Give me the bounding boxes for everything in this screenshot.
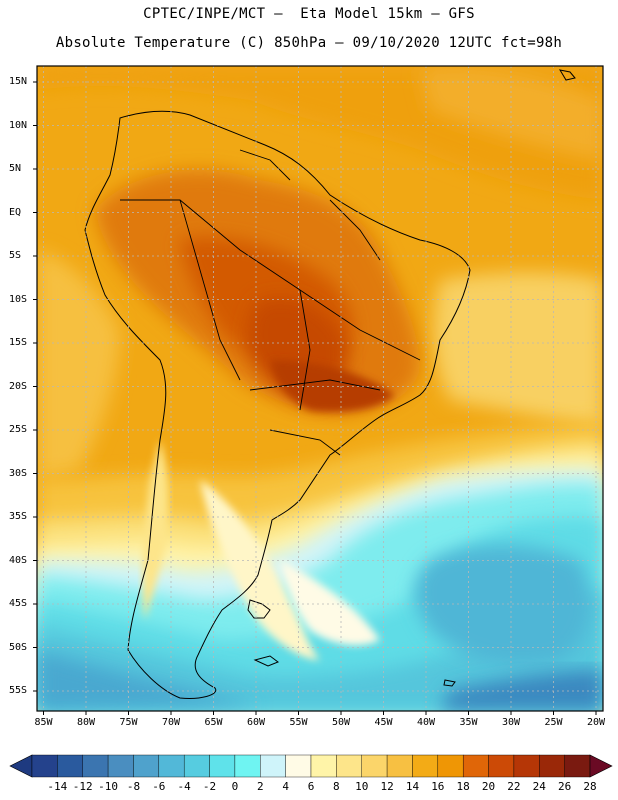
lat-label: 10N — [9, 119, 28, 131]
title-line-1: CPTEC/INPE/MCT – Eta Model 15km – GFS — [143, 6, 475, 22]
lat-label: 30S — [9, 467, 28, 479]
lat-label: 15S — [9, 337, 28, 348]
lon-label: 55W — [289, 717, 308, 728]
colorbar-label: 6 — [307, 780, 315, 793]
colorbar-swatch — [386, 754, 413, 778]
lon-label: 40W — [416, 717, 436, 728]
title-line-2: Absolute Temperature (C) 850hPa – 09/10/… — [55, 35, 563, 51]
lon-label: 20W — [586, 717, 606, 728]
lat-label: 50S — [9, 641, 28, 653]
colorbar-swatch — [513, 754, 540, 778]
colorbar — [9, 754, 613, 778]
colorbar-label: 12 — [380, 780, 394, 793]
lat-label: 20S — [9, 380, 28, 392]
colorbar-label: 18 — [456, 780, 470, 793]
colorbar-label: -12 — [72, 780, 93, 793]
colorbar-label: 0 — [231, 780, 239, 793]
colorbar-label: -8 — [126, 780, 141, 793]
colorbar-swatch — [133, 754, 160, 778]
lon-label: 70W — [161, 717, 181, 728]
colorbar-swatch — [539, 754, 565, 778]
lon-label: 25W — [544, 717, 563, 728]
colorbar-swatch — [82, 754, 109, 778]
borders — [120, 149, 421, 456]
lon-label: 45W — [374, 717, 393, 728]
colorbar-label: 4 — [282, 780, 289, 793]
colorbar-overflow-arrow — [589, 754, 613, 778]
lon-label: 85W — [34, 717, 53, 728]
lat-label: 25S — [9, 424, 28, 435]
colorbar-swatch — [31, 754, 58, 778]
lon-label: 60W — [246, 717, 266, 728]
lat-label: 55S — [9, 685, 28, 696]
colorbar-underflow-arrow — [9, 754, 33, 778]
lat-label: 15N — [9, 76, 28, 87]
colorbar-label: 2 — [256, 780, 264, 793]
colorbar-label: -6 — [152, 780, 166, 793]
lon-label: 50W — [331, 717, 351, 728]
temperature-field — [37, 66, 603, 711]
colorbar-label: -14 — [47, 780, 68, 793]
colorbar-label: 26 — [558, 780, 572, 793]
colorbar-swatch — [183, 754, 210, 778]
colorbar-label: 14 — [405, 780, 420, 793]
colorbar-swatch — [285, 754, 312, 778]
colorbar-swatch — [234, 754, 261, 778]
colorbar-swatch — [260, 754, 286, 778]
lat-label: 45S — [9, 598, 28, 609]
lon-label: 30W — [501, 717, 521, 728]
colorbar-label: 10 — [355, 780, 369, 793]
colorbar-swatch — [209, 754, 236, 778]
colorbar-swatch — [412, 754, 439, 778]
lat-label: 35S — [9, 511, 28, 522]
colorbar-label: 24 — [532, 780, 546, 793]
colorbar-swatch — [310, 754, 337, 778]
colorbar-label: -2 — [202, 780, 217, 793]
colorbar-label: 20 — [481, 780, 496, 793]
lat-label: 40S — [9, 554, 28, 566]
colorbar-swatch — [57, 754, 83, 778]
lat-lon-grid — [37, 66, 603, 711]
colorbar-label: -10 — [98, 780, 119, 793]
lon-label: 80W — [76, 717, 96, 728]
colorbar-label: 22 — [507, 780, 521, 793]
map-frame — [36, 65, 604, 712]
lon-label: 35W — [459, 717, 478, 728]
colorbar-label: 16 — [431, 780, 445, 793]
lat-label: 5N — [9, 163, 22, 174]
colorbar-swatch — [462, 754, 489, 778]
colorbar-swatch — [336, 754, 362, 778]
lat-label: 5S — [9, 250, 22, 261]
colorbar-swatch — [437, 754, 464, 778]
colorbar-swatch — [564, 754, 591, 778]
lat-label: 10S — [9, 293, 28, 305]
colorbar-swatch — [488, 754, 515, 778]
colorbar-label: 28 — [583, 780, 597, 793]
colorbar-label: -4 — [177, 780, 191, 793]
colorbar-swatch — [361, 754, 388, 778]
lat-label: EQ — [9, 206, 22, 218]
colorbar-swatch — [158, 754, 185, 778]
colorbar-swatch — [107, 754, 134, 778]
colorbar-label: 8 — [333, 780, 340, 793]
lon-label: 65W — [204, 717, 223, 728]
lon-label: 75W — [119, 717, 138, 728]
